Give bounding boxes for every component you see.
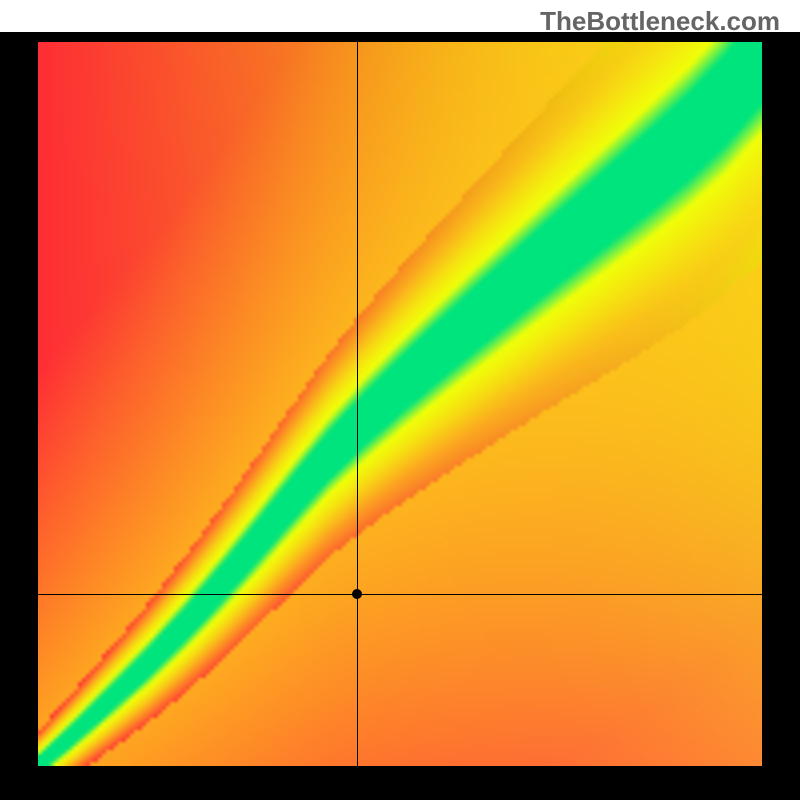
plot-area <box>38 42 762 766</box>
chart-container: TheBottleneck.com <box>0 0 800 800</box>
watermark-text: TheBottleneck.com <box>540 6 780 37</box>
bottleneck-heatmap <box>38 42 762 766</box>
crosshair-horizontal <box>38 594 762 595</box>
outer-frame <box>0 32 800 800</box>
marker-dot <box>352 589 362 599</box>
crosshair-vertical <box>357 42 358 766</box>
